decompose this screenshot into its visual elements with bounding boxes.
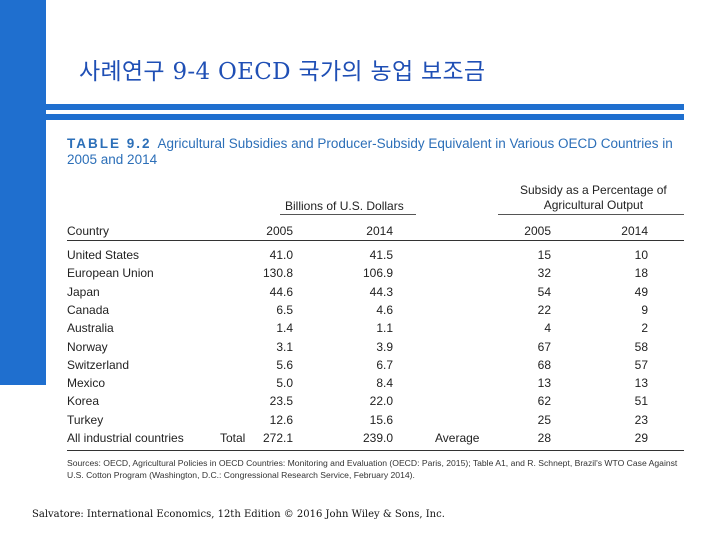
cell-country: Canada bbox=[67, 302, 110, 317]
cell-percent-2005: 32 bbox=[537, 266, 551, 281]
table-row: United States 41.0 41.5 15 10 bbox=[0, 248, 720, 266]
cell-dollars-2014: 1.1 bbox=[376, 321, 393, 336]
header-rule-bottom bbox=[46, 114, 684, 120]
cell-dollars-2014: 15.6 bbox=[369, 412, 393, 427]
group-header-percentage-line2: Agricultural Output bbox=[543, 198, 644, 212]
left-accent-bar bbox=[0, 0, 46, 385]
cell-percent-2005: 4 bbox=[544, 321, 551, 336]
table-caption-text: Agricultural Subsidies and Producer-Subs… bbox=[67, 136, 673, 167]
cell-country: United States bbox=[67, 248, 140, 262]
slide-title: 사례연구 9-4 OECD 국가의 농업 보조금 bbox=[79, 59, 486, 85]
table-row: Korea 23.5 22.0 62 51 bbox=[0, 394, 720, 412]
cell-percent-2014: 10 bbox=[634, 248, 648, 262]
header-rule-top bbox=[46, 104, 684, 110]
cell-dollars-2014: 22.0 bbox=[369, 394, 393, 409]
table-label: TABLE 9.2 bbox=[67, 136, 152, 151]
cell-percent-2005: 25 bbox=[537, 412, 551, 427]
table-row: European Union 130.8 106.9 32 18 bbox=[0, 266, 720, 284]
column-header-country: Country bbox=[67, 224, 110, 238]
cell-percent-2014: 57 bbox=[634, 357, 648, 372]
cell-percent-2005: 54 bbox=[537, 284, 551, 299]
cell-dollars-2014: 4.6 bbox=[376, 302, 393, 317]
column-header-dollars-2005: 2005 bbox=[266, 224, 293, 238]
cell-dollars-2005: 44.6 bbox=[269, 284, 293, 299]
table-row: Turkey 12.6 15.6 25 23 bbox=[0, 413, 720, 431]
slide-footer-citation: Salvatore: International Economics, 12th… bbox=[32, 509, 445, 520]
cell-percent-2005: 62 bbox=[537, 394, 551, 409]
group-rule-percentage bbox=[498, 214, 684, 215]
cell-dollars-2005: 6.5 bbox=[276, 302, 293, 317]
table-caption: TABLE 9.2 Agricultural Subsidies and Prod… bbox=[67, 136, 687, 168]
cell-average-label: Average bbox=[435, 431, 480, 445]
cell-country: Norway bbox=[67, 339, 108, 354]
cell-dollars-2014: 41.5 bbox=[369, 248, 393, 262]
cell-country: Korea bbox=[67, 394, 100, 409]
group-header-dollars: Billions of U.S. Dollars bbox=[285, 199, 404, 213]
cell-percent-2014: 18 bbox=[634, 266, 648, 281]
cell-percent-2005: 68 bbox=[537, 357, 551, 372]
cell-percent-2014: 51 bbox=[634, 394, 648, 409]
cell-dollars-2005: 23.5 bbox=[269, 394, 293, 409]
table-bottom-rule bbox=[67, 450, 684, 451]
cell-percent-2005-average: 28 bbox=[537, 431, 551, 445]
cell-percent-2014: 13 bbox=[634, 376, 648, 391]
cell-dollars-2014: 106.9 bbox=[362, 266, 393, 281]
cell-percent-2005: 13 bbox=[537, 376, 551, 391]
group-header-percentage: Subsidy as a Percentage of Agricultural … bbox=[520, 183, 667, 213]
column-header-percent-2014: 2014 bbox=[621, 224, 648, 238]
table-sources-note: Sources: OECD, Agricultural Policies in … bbox=[67, 458, 678, 480]
cell-total-label: Total bbox=[220, 431, 246, 445]
cell-dollars-2005-total: 272.1 bbox=[262, 431, 293, 445]
cell-country: Turkey bbox=[67, 412, 104, 427]
cell-dollars-2014: 8.4 bbox=[376, 376, 393, 391]
table-row: Canada 6.5 4.6 22 9 bbox=[0, 303, 720, 321]
cell-percent-2005: 67 bbox=[537, 339, 551, 354]
cell-dollars-2005: 41.0 bbox=[269, 248, 293, 262]
table-row: Switzerland 5.6 6.7 68 57 bbox=[0, 358, 720, 376]
cell-dollars-2014: 6.7 bbox=[376, 357, 393, 372]
cell-percent-2014: 9 bbox=[641, 302, 648, 317]
cell-dollars-2014: 44.3 bbox=[369, 284, 393, 299]
table-row: Mexico 5.0 8.4 13 13 bbox=[0, 376, 720, 394]
column-header-rule bbox=[67, 240, 684, 241]
table-row: Australia 1.4 1.1 4 2 bbox=[0, 321, 720, 339]
cell-percent-2014: 23 bbox=[634, 412, 648, 427]
cell-dollars-2005: 3.1 bbox=[276, 339, 293, 354]
cell-country: European Union bbox=[67, 266, 154, 281]
cell-country: Switzerland bbox=[67, 357, 130, 372]
cell-percent-2014: 58 bbox=[634, 339, 648, 354]
table-row: Norway 3.1 3.9 67 58 bbox=[0, 340, 720, 358]
cell-percent-2005: 15 bbox=[537, 248, 551, 262]
cell-country-summary: All industrial countries bbox=[67, 431, 184, 445]
cell-country: Mexico bbox=[67, 376, 106, 391]
cell-percent-2014: 49 bbox=[634, 284, 648, 299]
cell-percent-2014: 2 bbox=[641, 321, 648, 336]
group-rule-dollars bbox=[280, 214, 416, 215]
column-header-dollars-2014: 2014 bbox=[366, 224, 393, 238]
cell-country: Japan bbox=[67, 284, 100, 299]
cell-dollars-2005: 130.8 bbox=[262, 266, 293, 281]
cell-dollars-2014-total: 239.0 bbox=[362, 431, 393, 445]
cell-dollars-2014: 3.9 bbox=[376, 339, 393, 354]
summary-row: All industrial countries Total 272.1 239… bbox=[0, 431, 720, 449]
cell-dollars-2005: 1.4 bbox=[276, 321, 293, 336]
table-row: Japan 44.6 44.3 54 49 bbox=[0, 285, 720, 303]
group-header-percentage-line1: Subsidy as a Percentage of bbox=[520, 183, 667, 197]
cell-dollars-2005: 5.0 bbox=[276, 376, 293, 391]
cell-percent-2014-average: 29 bbox=[634, 431, 648, 445]
cell-dollars-2005: 5.6 bbox=[276, 357, 293, 372]
cell-country: Australia bbox=[67, 321, 114, 336]
column-header-percent-2005: 2005 bbox=[524, 224, 551, 238]
cell-dollars-2005: 12.6 bbox=[269, 412, 293, 427]
cell-percent-2005: 22 bbox=[537, 302, 551, 317]
